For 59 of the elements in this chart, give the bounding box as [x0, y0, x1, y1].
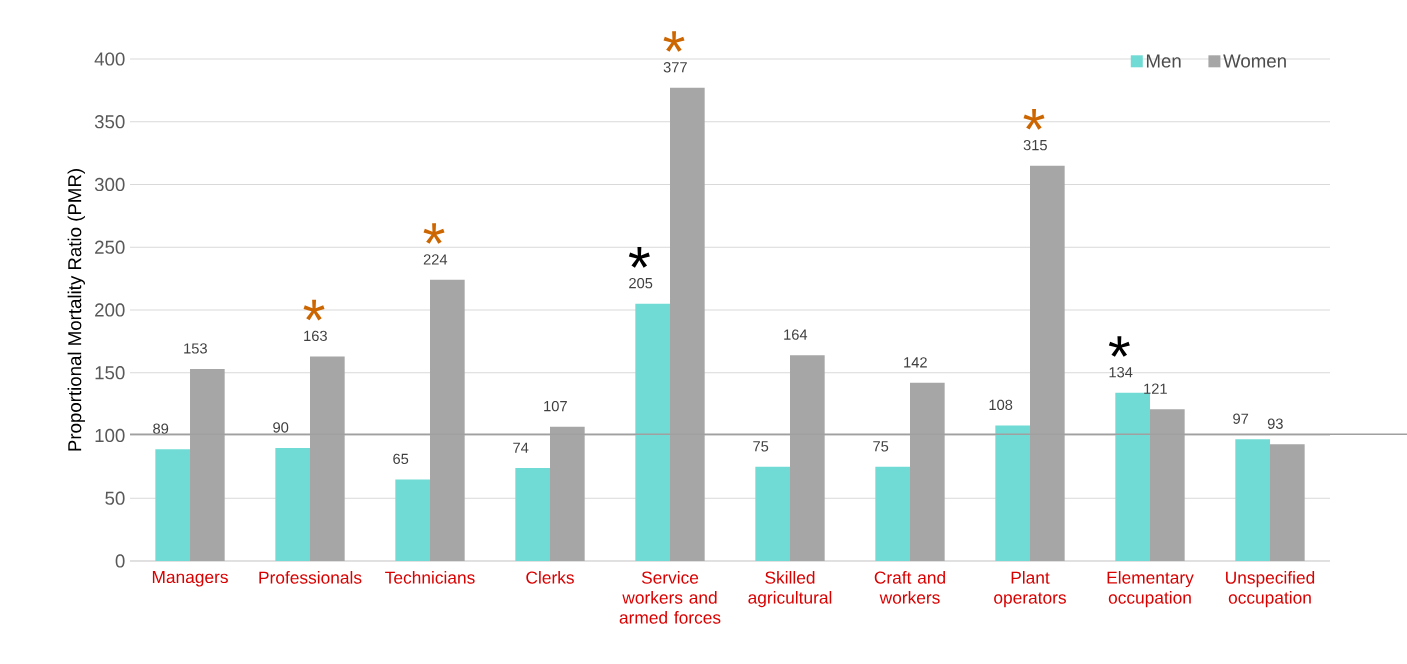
- data-label: 205: [629, 277, 653, 289]
- data-label: 89: [153, 423, 169, 434]
- y-tick-label: 400: [94, 52, 125, 66]
- data-label: 75: [873, 441, 889, 452]
- data-label: 107: [544, 400, 567, 412]
- data-label: 153: [184, 343, 207, 354]
- x-tick-label: Plant operators: [994, 571, 1066, 608]
- annotation: *: [663, 31, 685, 52]
- y-tick-label: 200: [95, 303, 125, 317]
- data-label: 74: [513, 442, 529, 453]
- x-tick-label: Technicians: [385, 571, 475, 584]
- x-tick-label: Skilled agricultural: [748, 571, 832, 608]
- data-label: 142: [904, 357, 927, 368]
- data-label: 377: [663, 62, 687, 73]
- data-label: 224: [423, 254, 448, 265]
- y-tick-label: 150: [95, 366, 125, 380]
- bar: [155, 449, 191, 561]
- data-label: 163: [304, 330, 327, 342]
- y-axis-title: Proportional Mortality Ratio (PMR): [67, 169, 85, 451]
- data-label: 108: [989, 399, 1013, 411]
- bar: [635, 303, 670, 561]
- y-tick-label: 50: [105, 491, 125, 505]
- bar: [515, 468, 550, 561]
- x-tick-label: Unspecified occupation: [1226, 571, 1315, 608]
- data-label: 164: [784, 329, 808, 340]
- data-label: 315: [1023, 139, 1047, 151]
- annotation: *: [1108, 336, 1130, 357]
- bar: [755, 466, 790, 561]
- x-tick-label: Managers: [152, 571, 228, 587]
- x-tick-label: Professionals: [259, 571, 362, 584]
- data-label: 90: [273, 422, 289, 433]
- x-tick-label: Service workers and armed forces: [619, 571, 721, 624]
- legend-label: Women: [1223, 54, 1286, 68]
- annotation: *: [423, 223, 445, 244]
- bar: [1235, 439, 1270, 561]
- bar: [275, 448, 311, 561]
- legend-label: Men: [1146, 54, 1181, 68]
- data-label: 121: [1144, 383, 1167, 394]
- data-label: 134: [1109, 367, 1133, 378]
- y-tick-label: 0: [115, 554, 125, 568]
- data-label: 65: [393, 453, 409, 465]
- bar: [1269, 444, 1305, 561]
- y-tick-label: 300: [94, 177, 125, 192]
- x-tick-label: Clerks: [526, 571, 574, 584]
- y-tick-label: 350: [94, 115, 125, 129]
- x-tick-label: Elementary occupation: [1107, 571, 1194, 608]
- y-tick-label: 100: [95, 428, 125, 443]
- annotation: *: [1023, 109, 1045, 130]
- annotation: *: [303, 299, 325, 321]
- x-tick-label: Craft and workers: [874, 571, 946, 604]
- annotation: *: [628, 247, 650, 268]
- data-label: 93: [1267, 418, 1283, 429]
- bar: [1115, 392, 1150, 561]
- bar: [395, 479, 431, 561]
- data-label: 97: [1233, 413, 1249, 424]
- bar: [875, 466, 910, 561]
- y-tick-label: 250: [95, 240, 125, 254]
- data-label: 75: [753, 441, 769, 452]
- bar: [995, 425, 1030, 561]
